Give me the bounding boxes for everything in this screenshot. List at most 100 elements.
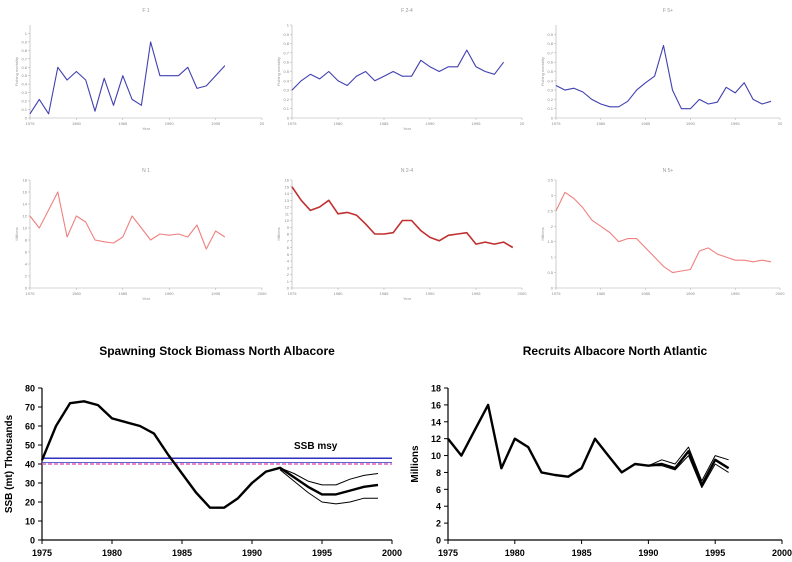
y-tick-label: 10	[285, 218, 290, 223]
x-tick-label: 1985	[118, 121, 128, 126]
chart-title: N 5+	[663, 168, 674, 174]
chart-title: N 2-4	[401, 168, 413, 174]
y-tick-label: 0	[25, 116, 28, 121]
ssbmsy-annotation: SSB msy	[294, 441, 338, 452]
x-tick-label: 2000	[258, 291, 268, 296]
x-tick-label: 20	[520, 121, 525, 126]
x-tick-label: 1975	[552, 291, 562, 296]
y-tick-label: 10	[25, 517, 35, 527]
y-tick-label: 20	[25, 498, 35, 508]
y-tick-label: 8	[25, 238, 28, 243]
y-tick-label: 0.2	[547, 97, 553, 102]
x-axis-label: Year	[403, 126, 412, 131]
y-tick-label: 0.7	[547, 50, 553, 55]
series-line-1	[291, 49, 505, 91]
x-tick-label: 1995	[211, 121, 221, 126]
y-tick-label: 15	[285, 184, 290, 189]
y-tick-label: 0	[551, 116, 554, 121]
chart-p3: F 5+ 1975 1980 1985 1990 1995 20 0 0.1 0.2 0.3 0.4 0…	[540, 8, 783, 126]
y-tick-label: 0.6	[21, 65, 27, 70]
x-tick-label: 2000	[772, 548, 792, 558]
x-tick-label: 1975	[26, 291, 36, 296]
y-tick-label: 0.5	[21, 73, 27, 78]
y-tick-label: 2	[25, 274, 28, 279]
y-tick-label: 0.7	[21, 56, 27, 61]
chart-title: F 5+	[663, 8, 673, 14]
y-tick-label: 13	[285, 198, 290, 203]
x-tick-label: 2000	[518, 291, 528, 296]
chart-title: F 1	[142, 8, 149, 14]
series-line-1	[29, 41, 226, 115]
x-tick-label: 1995	[705, 548, 725, 558]
y-axis-label: SSB (mt) Thousands	[4, 414, 15, 513]
x-tick-label: 1975	[552, 121, 562, 126]
series-line-1	[29, 191, 226, 250]
x-tick-label: 1985	[641, 291, 651, 296]
y-tick-label: 0.1	[547, 106, 553, 111]
y-tick-label: 0	[287, 116, 290, 121]
chart-p4: N 1 1975 1980 1985 1990 1995 2000 0 2 4 6 8 10 12 14 16…	[14, 168, 267, 301]
x-tick-label: 1990	[426, 121, 436, 126]
y-tick-label: 11	[285, 211, 290, 216]
y-tick-label: 0.2	[21, 99, 27, 104]
x-tick-label: 1980	[596, 121, 606, 126]
y-tick-label: 3.5	[547, 178, 553, 183]
y-tick-label: 0	[30, 536, 35, 546]
y-tick-label: 18	[431, 384, 441, 394]
chart-p6: N 5+ 1975 1980 1985 1990 1995 2000 0 0.5 1 1.5 2 2.5…	[540, 168, 785, 296]
y-tick-label: 14	[23, 202, 28, 207]
x-tick-label: 1975	[32, 548, 52, 558]
chart-rec: Recruits Albacore North Atlantic 1975 1980…	[410, 344, 792, 558]
x-tick-label: 1985	[641, 121, 651, 126]
y-tick-label: 0.3	[21, 90, 27, 95]
y-tick-label: 8	[287, 232, 290, 237]
x-tick-label: 1990	[426, 291, 436, 296]
y-tick-label: 0.1	[21, 107, 27, 112]
x-tick-label: 1975	[288, 121, 298, 126]
x-tick-label: 1990	[686, 121, 696, 126]
chart-p1: F 1 1975 1980 1985 1990 1995 20 0 0.1 0.2 0.3 0.4 0.…	[14, 8, 265, 131]
x-axis-label: Year	[403, 296, 412, 301]
y-tick-label: 0	[287, 286, 290, 291]
x-tick-label: 1995	[472, 291, 482, 296]
y-axis-label: Millions	[276, 227, 281, 240]
y-axis-label: Millions	[540, 227, 545, 240]
x-tick-label: 1975	[438, 548, 458, 558]
series-line-2	[279, 467, 379, 486]
x-tick-label: 20	[260, 121, 265, 126]
y-tick-label: 4	[436, 502, 441, 512]
y-tick-label: 2	[287, 272, 290, 277]
y-tick-label: 2	[436, 519, 441, 529]
chart-title: F 2-4	[401, 8, 413, 14]
y-tick-label: 0	[25, 286, 28, 291]
y-axis-label: Millions	[14, 227, 19, 240]
y-axis-label: Millions	[410, 445, 421, 483]
x-axis-label: Year	[142, 296, 151, 301]
y-tick-label: 0.3	[283, 88, 289, 93]
y-tick-label: 60	[25, 422, 35, 432]
series-line-1	[40, 400, 379, 509]
series-line-2	[648, 446, 729, 482]
y-tick-label: 0.9	[283, 32, 289, 37]
x-tick-label: 1995	[731, 291, 741, 296]
y-tick-label: 10	[431, 451, 441, 461]
y-tick-label: 4	[25, 262, 28, 267]
x-tick-label: 1980	[334, 291, 344, 296]
y-tick-label: 14	[285, 191, 290, 196]
x-tick-label: 1980	[334, 121, 344, 126]
y-tick-label: 16	[23, 190, 28, 195]
y-tick-label: 0.7	[283, 50, 289, 55]
x-tick-label: 1990	[165, 291, 175, 296]
y-tick-label: 0	[551, 286, 554, 291]
x-tick-label: 1985	[172, 548, 192, 558]
y-tick-label: 0	[436, 536, 441, 546]
y-tick-label: 0.4	[547, 78, 553, 83]
series-line-1	[555, 44, 772, 110]
x-tick-label: 2000	[382, 548, 402, 558]
chart-ssb: Spawning Stock Biomass North Albacore 197…	[4, 344, 402, 558]
y-tick-label: 0.4	[283, 78, 289, 83]
y-tick-label: 1	[287, 279, 290, 284]
y-tick-label: 5	[287, 252, 290, 257]
